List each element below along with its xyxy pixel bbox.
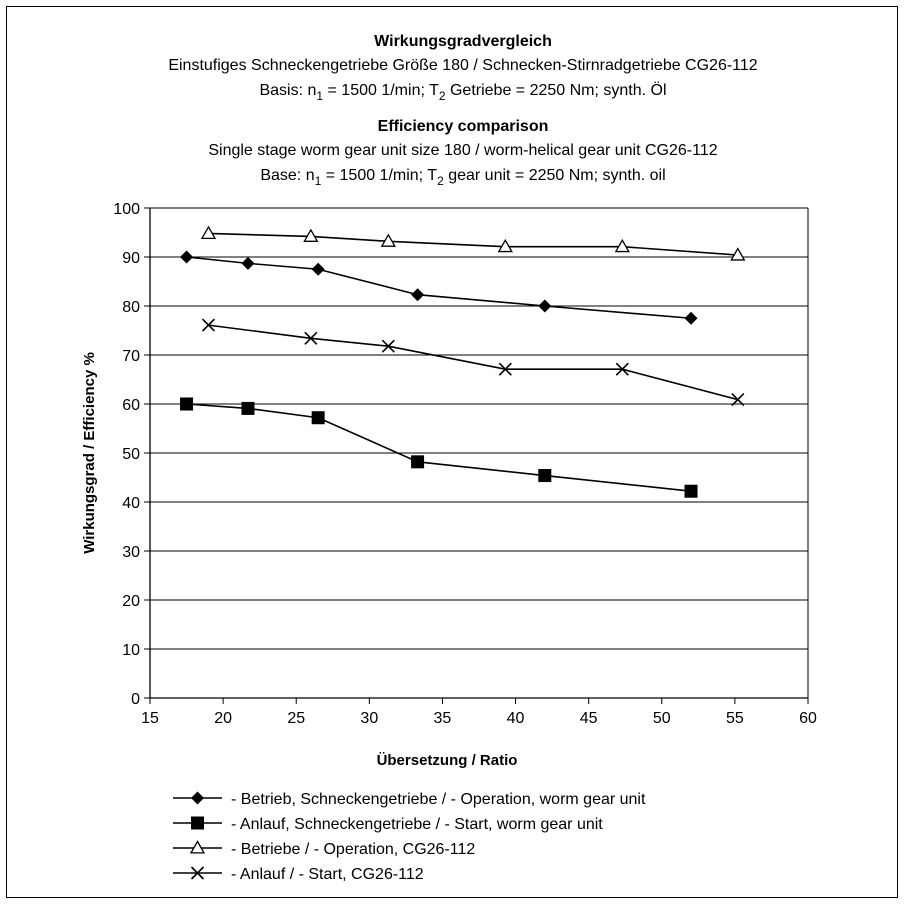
y-tick-label: 100 [113,201,140,218]
series-3 [200,225,746,261]
y-tick-label: 70 [122,348,140,365]
series-3-point [614,238,630,253]
series-3-point [730,247,746,261]
series-3-point [200,225,217,240]
legend-item: - Betriebe / - Operation, CG26-112 [173,840,475,858]
legend-swatch-marker [190,866,205,880]
series-4-point [304,331,318,345]
series-1-point [684,311,698,325]
legend-item: - Anlauf / - Start, CG26-112 [173,866,424,883]
y-tick-label: 20 [122,593,140,610]
legend-swatch-marker [191,791,204,805]
series-3-point [497,238,513,253]
series-3-point [303,228,319,242]
series-layer [180,225,746,498]
x-tick-label: 35 [434,710,452,727]
series-4-point [381,339,395,353]
x-tick-label: 25 [287,710,305,727]
series-4 [201,318,745,407]
y-tick-label: 30 [122,544,140,561]
x-tick-label: 15 [141,710,159,727]
chart-subtitle-en: Single stage worm gear unit size 180 / w… [208,142,717,159]
series-2-point [411,455,425,469]
series-2-point [311,411,325,425]
chart-basis-de: Basis: n1 = 1500 1/min; T2 Getriebe = 22… [259,81,666,103]
y-tick-label: 0 [131,691,140,708]
series-4-line [208,324,739,401]
x-tick-label: 55 [726,710,744,727]
chart-title-de: Wirkungsgradvergleich [374,33,552,50]
series-4-point [615,362,629,376]
legend-label: - Betrieb, Schneckengetriebe / - Operati… [231,791,646,808]
grid-layer [150,207,809,699]
x-tick-label: 40 [507,710,525,727]
series-1-point [411,288,425,302]
series-1-point [538,299,552,313]
x-axis-label: Übersetzung / Ratio [377,752,518,769]
series-3-line [208,232,738,256]
x-tick-label: 45 [580,710,598,727]
legend: - Betrieb, Schneckengetriebe / - Operati… [173,791,646,883]
y-tick-label: 90 [122,250,140,267]
series-1-line [186,256,692,320]
y-axis-label: Wirkungsgrad / Efficiency % [81,352,98,554]
series-1 [180,250,698,325]
series-2 [180,397,698,498]
series-2-line [186,403,692,493]
legend-swatch-marker [189,840,206,854]
y-tick-label: 40 [122,495,140,512]
series-4-point [201,318,216,332]
y-tick-label: 80 [122,299,140,316]
y-tick-label: 60 [122,397,140,414]
x-tick-label: 20 [214,710,232,727]
y-tick-label: 10 [122,642,140,659]
chart-subtitle-de: Einstufiges Schneckengetriebe Größe 180 … [168,57,757,74]
y-tick-label: 50 [122,446,140,463]
series-2-point [241,401,255,415]
chart-frame: Wirkungsgradvergleich Einstufiges Schnec… [6,6,898,898]
series-1-point [180,250,194,264]
efficiency-chart: Wirkungsgradvergleich Einstufiges Schnec… [81,33,817,883]
legend-label: - Anlauf, Schneckengetriebe / - Start, w… [231,816,603,833]
legend-swatch-marker [191,816,204,830]
series-4-point [498,362,512,376]
legend-item: - Anlauf, Schneckengetriebe / - Start, w… [173,816,603,833]
series-2-point [538,469,552,483]
legend-label: - Betriebe / - Operation, CG26-112 [231,841,475,858]
series-3-point [380,233,396,247]
series-1-point [311,262,325,276]
series-1-point [241,256,255,270]
series-4-point [731,393,745,407]
legend-label: - Anlauf / - Start, CG26-112 [231,866,424,883]
x-tick-label: 50 [653,710,671,727]
chart-title-en: Efficiency comparison [378,118,549,135]
axes-layer: 0 10 20 30 40 50 60 70 80 90 100 15 20 25 30 35 40 45 50 55… [113,201,817,727]
chart-basis-en: Base: n1 = 1500 1/min; T2 gear unit = 22… [260,167,665,188]
legend-item: - Betrieb, Schneckengetriebe / - Operati… [173,791,646,808]
series-2-point [684,484,698,498]
series-2-point [180,397,194,411]
x-tick-label: 30 [360,710,378,727]
x-tick-label: 60 [799,710,817,727]
